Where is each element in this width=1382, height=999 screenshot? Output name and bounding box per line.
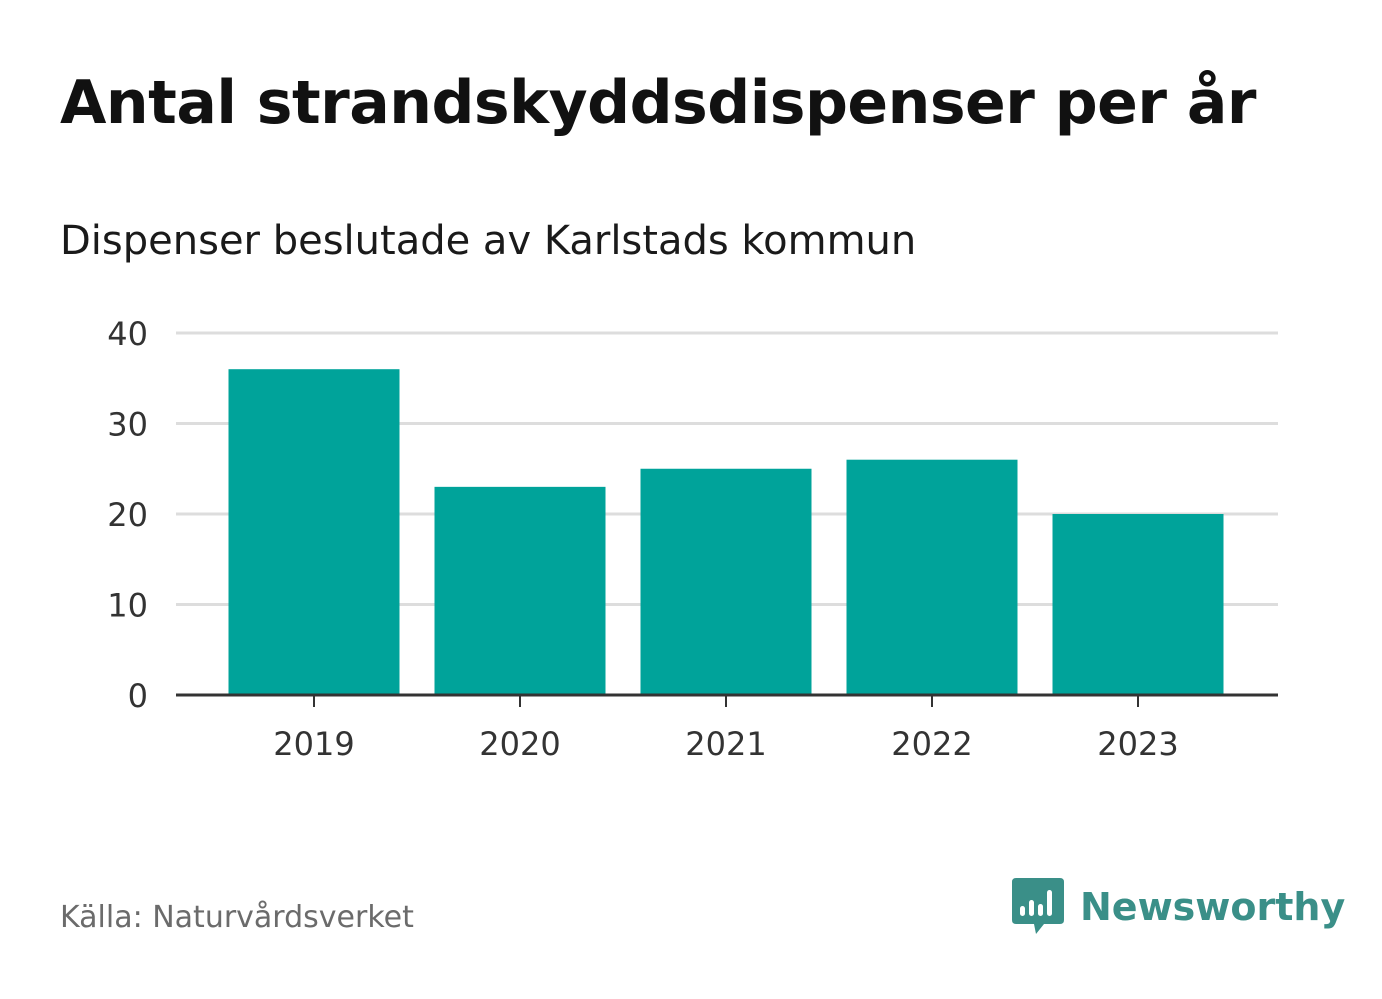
chart-subtitle: Dispenser beslutade av Karlstads kommun [60, 218, 917, 264]
source-note: Källa: Naturvårdsverket [60, 900, 414, 935]
bar-2022 [846, 459, 1018, 695]
chart-title: Antal strandskyddsdispenser per år [60, 68, 1256, 138]
x-tick-label: 2019 [273, 725, 354, 763]
bar-2020 [434, 486, 606, 695]
y-tick-label: 40 [107, 315, 148, 353]
x-tick-label: 2021 [685, 725, 766, 763]
bar-2021 [640, 468, 812, 695]
x-tick-label: 2020 [479, 725, 560, 763]
bar-2019 [228, 369, 400, 695]
brand-logo: Newsworthy [1010, 876, 1345, 938]
bar-2023 [1052, 514, 1224, 695]
x-tick-label: 2023 [1097, 725, 1178, 763]
brand-name: Newsworthy [1080, 885, 1346, 929]
x-tick-label: 2022 [891, 725, 972, 763]
y-tick-label: 0 [128, 677, 148, 715]
y-tick-label: 20 [107, 496, 148, 534]
y-tick-label: 10 [107, 587, 148, 625]
newsworthy-logo-icon [1012, 878, 1064, 934]
y-tick-label: 30 [107, 406, 148, 444]
